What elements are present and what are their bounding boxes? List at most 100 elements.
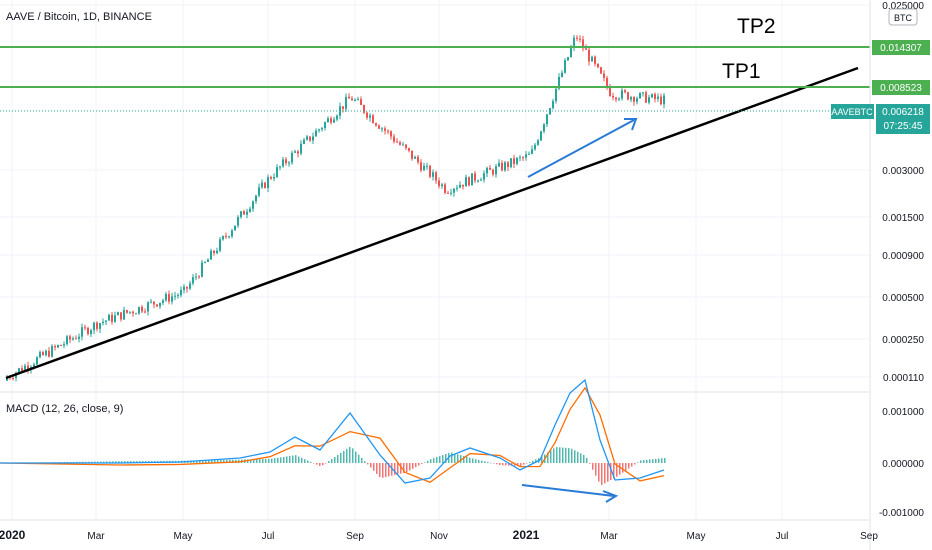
symbol-tag[interactable]: AAVEBTC (831, 104, 874, 119)
macd-histogram-bar (100, 461, 102, 463)
candle (252, 200, 254, 212)
candle (297, 149, 299, 158)
macd-histogram-bar (574, 450, 576, 463)
macd-histogram-bar (463, 455, 465, 463)
candle (567, 56, 569, 61)
macd-histogram-bar (217, 460, 219, 463)
candles (6, 34, 665, 382)
current-price-tag[interactable]: 0.006218 07:25:45 (876, 104, 930, 134)
trend-line[interactable] (5, 66, 859, 380)
macd-histogram-bar (304, 459, 306, 463)
macd-histogram-bar (628, 463, 630, 469)
candle (45, 349, 47, 357)
candle (117, 311, 119, 316)
macd-histogram-bar (118, 461, 120, 463)
candle (384, 126, 386, 135)
macd-divergence-arrow[interactable] (521, 484, 619, 503)
tp1-price-tag[interactable]: 0.008523 (872, 80, 930, 95)
macd-histogram-bar (541, 456, 543, 463)
macd-histogram-bar (319, 463, 321, 467)
candle (63, 341, 65, 349)
candle (528, 151, 530, 155)
price-axis[interactable]: 0.025000 0.003000 0.001500 0.000900 0.000500… (882, 1, 924, 384)
macd-histogram-bar (502, 463, 504, 466)
macd-histogram-bar (325, 463, 327, 464)
macd-histogram-bar (205, 460, 207, 463)
macd-histogram-bar (643, 460, 645, 463)
macd-histogram-bar (520, 463, 522, 467)
macd-histogram-bar (271, 458, 273, 463)
candle (210, 248, 212, 260)
candle (312, 132, 314, 144)
time-tick-label: Mar (600, 531, 618, 542)
macd-histogram-bar (334, 457, 336, 463)
macd-histogram-bar (376, 463, 378, 474)
tp2-price-tag[interactable]: 0.014307 (872, 40, 930, 55)
macd-histogram-bar (91, 461, 93, 463)
macd-histogram-bar (439, 456, 441, 463)
candle (366, 111, 368, 120)
candle (105, 320, 107, 326)
candle (579, 35, 581, 43)
candle (204, 261, 206, 264)
candle (93, 321, 95, 335)
candle (393, 133, 395, 144)
candle (618, 97, 620, 102)
time-tick-label: Sep (346, 531, 364, 542)
candle (258, 183, 260, 198)
price-tick-label: 0.000500 (882, 293, 924, 304)
tp1-label: TP1 (722, 60, 761, 83)
macd-tick-label: 0.000000 (882, 459, 924, 470)
price-divergence-arrow[interactable] (527, 118, 638, 178)
candle (378, 124, 380, 130)
candle (291, 150, 293, 165)
candle (480, 177, 482, 181)
candle (300, 140, 302, 156)
macd-histogram-bar (379, 463, 381, 478)
time-tick-label: Jul (776, 531, 789, 542)
macd-histogram-bar (424, 462, 426, 463)
candle (102, 318, 104, 326)
macd-axis[interactable]: 0.001000 0.000000 -0.001000 (879, 407, 924, 519)
candle (132, 310, 134, 317)
macd-histogram-bar (547, 452, 549, 463)
candle (171, 292, 173, 305)
candle (645, 90, 647, 104)
candle (477, 179, 479, 183)
macd-pane (0, 378, 666, 485)
candle (552, 98, 554, 110)
macd-histogram-bar (418, 463, 420, 466)
candle (423, 162, 425, 171)
candle (21, 365, 23, 372)
candle (654, 92, 656, 103)
candle (216, 247, 218, 255)
candle (657, 93, 659, 102)
macd-histogram-bar (220, 459, 222, 463)
candle (309, 136, 311, 143)
candle (333, 117, 335, 123)
candle (39, 350, 41, 359)
macd-histogram-bar (283, 456, 285, 463)
macd-histogram-bar (532, 460, 534, 463)
macd-histogram-bar (382, 463, 384, 478)
price-tick-label: 0.000900 (882, 251, 924, 262)
macd-histogram-bar (475, 459, 477, 463)
tp2-label: TP2 (737, 15, 776, 38)
macd-histogram-bar (550, 450, 552, 463)
macd-histogram-bar (442, 455, 444, 463)
macd-histogram-bar (568, 448, 570, 463)
macd-histogram-bar (322, 463, 324, 466)
macd-histogram-bar (631, 463, 633, 467)
macd-histogram-bar (277, 457, 279, 463)
candle (285, 157, 287, 166)
candle (228, 235, 230, 239)
candle (522, 156, 524, 162)
candle (162, 298, 164, 306)
candle (165, 291, 167, 303)
macd-histogram-bar (328, 461, 330, 463)
candle (225, 232, 227, 240)
candle (387, 129, 389, 135)
time-axis[interactable]: 2020 Mar May Jul Sep Nov 2021 Mar May Jul Sep (0, 528, 878, 542)
macd-histogram-bar (121, 461, 123, 463)
